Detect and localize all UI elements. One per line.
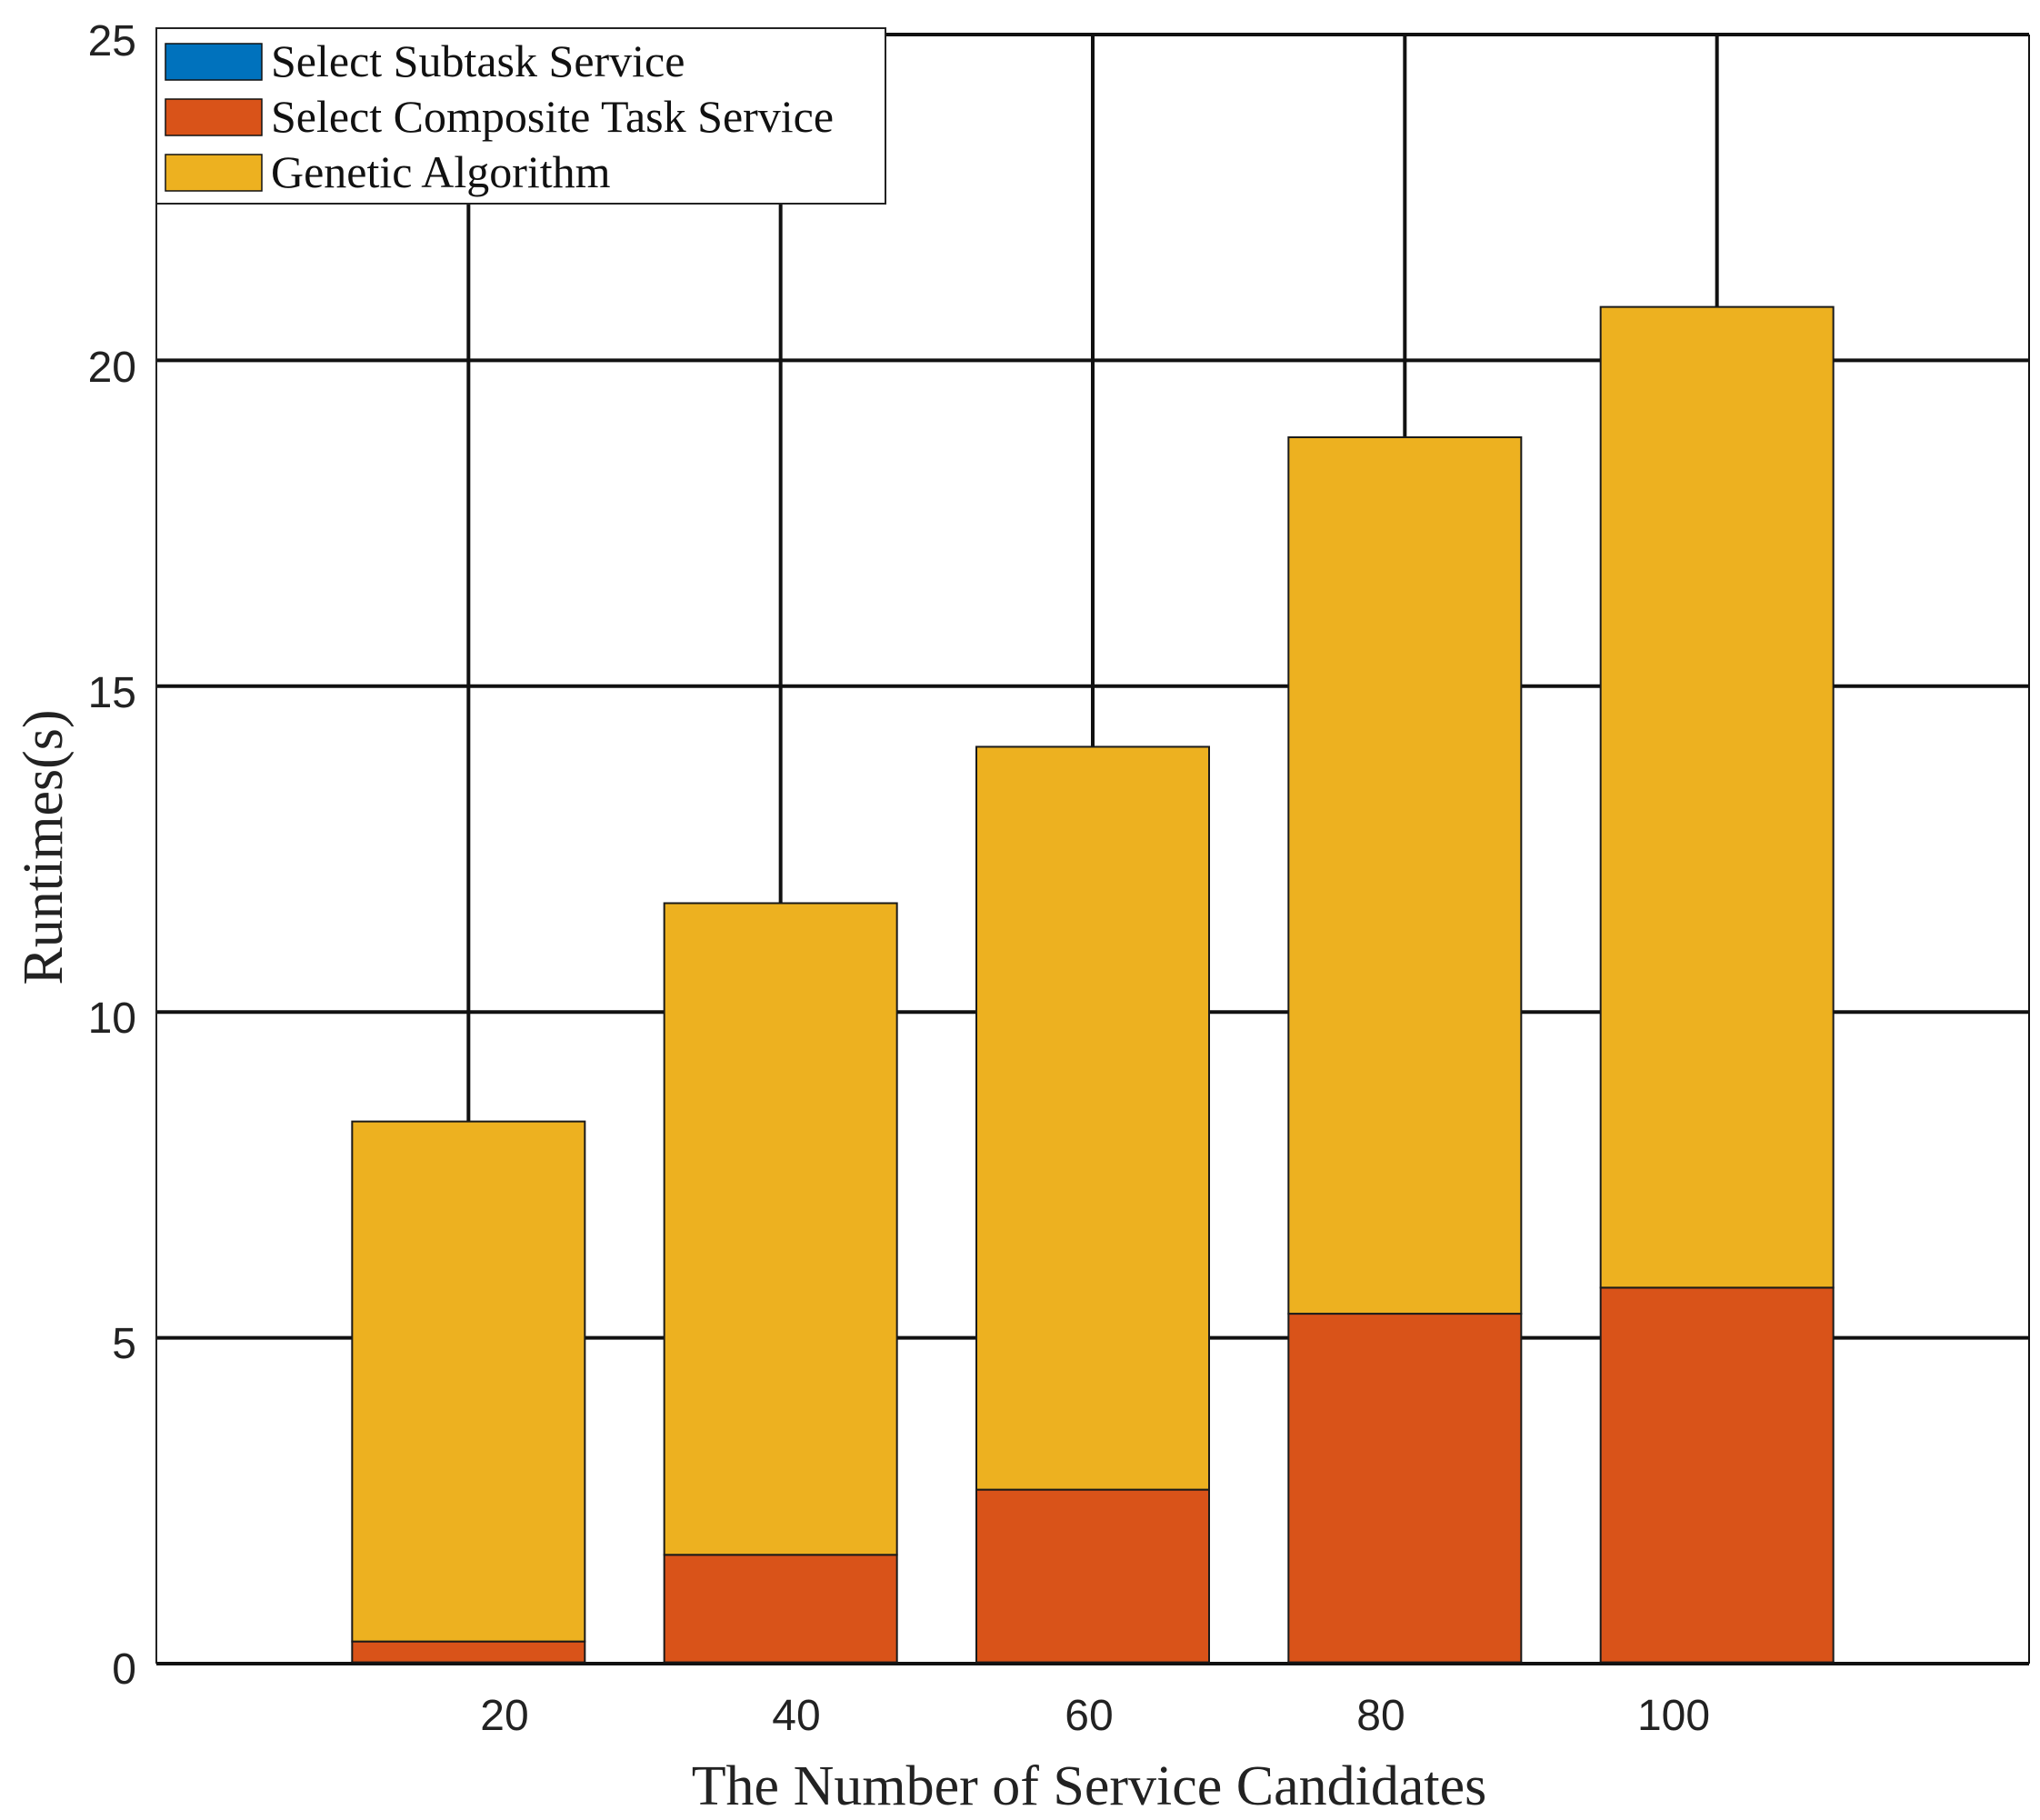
bar-genetic-algorithm-40	[663, 902, 898, 1556]
bar-genetic-algorithm-80	[1287, 435, 1523, 1315]
y-tick-labels: 0 5 10 15 20 25	[88, 17, 136, 1694]
x-tick-label: 80	[1356, 1692, 1405, 1740]
legend: Select Subtask Service Select Composite …	[155, 27, 886, 205]
y-tick-label: 5	[112, 1320, 136, 1368]
y-tick-label: 15	[88, 669, 136, 717]
bar-select-composite-task-service-40	[663, 1554, 898, 1664]
y-tick-label: 0	[112, 1645, 136, 1694]
bars	[351, 305, 1835, 1665]
y-tick-label: 20	[88, 344, 136, 392]
legend-label-genetic-algorithm: Genetic Algorithm	[271, 146, 611, 197]
bar-select-composite-task-service-20	[351, 1640, 586, 1664]
bar-genetic-algorithm-100	[1599, 305, 1835, 1289]
x-tick-label: 20	[480, 1692, 528, 1740]
bar-select-composite-task-service-100	[1599, 1286, 1835, 1664]
y-tick-label: 25	[88, 17, 136, 65]
legend-swatch-select-composite-task-service	[165, 98, 263, 136]
x-axis-title: The Number of Service Candidates	[692, 1755, 1487, 1817]
y-tick-label: 10	[88, 995, 136, 1043]
legend-swatch-genetic-algorithm	[165, 154, 263, 192]
legend-box	[155, 27, 886, 205]
x-tick-label: 60	[1065, 1692, 1113, 1740]
bar-select-composite-task-service-60	[975, 1488, 1210, 1664]
x-tick-label: 40	[772, 1692, 820, 1740]
legend-swatch-select-subtask-service	[165, 43, 263, 81]
x-tick-label: 100	[1637, 1692, 1710, 1740]
bar-genetic-algorithm-20	[351, 1120, 586, 1643]
bar-select-composite-task-service-80	[1287, 1313, 1523, 1664]
legend-label-select-subtask-service: Select Subtask Service	[271, 35, 685, 86]
bar-genetic-algorithm-60	[975, 745, 1210, 1491]
x-tick-labels: 20 40 60 80 100	[480, 1692, 1710, 1740]
legend-label-select-composite-task-service: Select Composite Task Service	[271, 91, 834, 142]
y-axis-title: Runtimes(s)	[13, 709, 75, 985]
